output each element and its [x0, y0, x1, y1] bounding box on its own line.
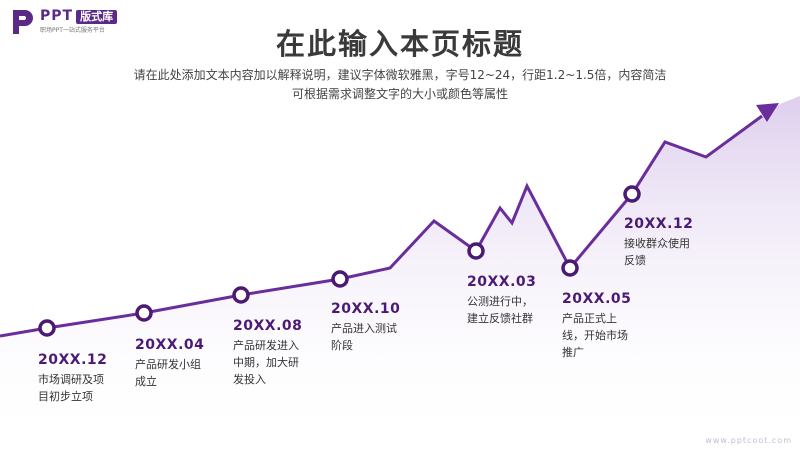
milestone-date: 20XX.12	[38, 352, 108, 368]
milestone-date: 20XX.10	[331, 301, 401, 317]
milestone-7: 20XX.12 接收群众使用反馈	[624, 216, 696, 269]
milestone-4: 20XX.10 产品进入测试阶段	[331, 301, 403, 354]
milestone-desc: 产品研发进入中期，加大研发投入	[233, 339, 299, 386]
arrowhead-icon	[756, 103, 779, 122]
milestone-6: 20XX.05 产品正式上线，开始市场推广	[562, 291, 634, 361]
subtitle-line-1: 请在此处添加文本内容加以解释说明，建议字体微软雅黑，字号12~24，行距1.2~…	[133, 68, 667, 82]
milestone-desc: 产品研发小组成立	[135, 358, 201, 388]
page-title: 在此输入本页标题	[275, 27, 524, 61]
milestone-node-2	[135, 304, 153, 322]
milestone-3: 20XX.08 产品研发进入中期，加大研发投入	[233, 318, 305, 388]
footer-url: www.pptcoot.com	[705, 436, 792, 445]
milestone-date: 20XX.04	[135, 337, 205, 353]
milestone-node-6	[561, 259, 579, 277]
milestone-1: 20XX.12 市场调研及项目初步立项	[38, 352, 108, 405]
logo-badge: 版式库	[76, 10, 118, 24]
milestone-date: 20XX.12	[624, 216, 694, 232]
trend-line	[0, 114, 763, 338]
milestone-node-5	[467, 242, 485, 260]
milestone-desc: 市场调研及项目初步立项	[38, 373, 104, 403]
milestone-node-3	[232, 286, 250, 304]
milestone-node-4	[331, 270, 349, 288]
milestone-desc: 公测进行中，建立反馈社群	[467, 295, 533, 325]
logo: PPT 版式库 职场PPT一站式服务平台	[10, 6, 160, 42]
milestone-date: 20XX.05	[562, 291, 632, 307]
logo-tagline: 职场PPT一站式服务平台	[40, 27, 105, 34]
subtitle-line-2: 可根据需求调整文字的大小或颜色等属性	[291, 87, 508, 101]
milestone-5: 20XX.03 公测进行中，建立反馈社群	[467, 274, 539, 327]
milestone-node-1	[38, 319, 56, 337]
milestone-date: 20XX.03	[467, 274, 537, 290]
logo-p-icon	[13, 10, 33, 34]
milestone-nodes	[38, 185, 641, 337]
milestone-desc: 产品正式上线，开始市场推广	[562, 312, 628, 359]
page-subtitle: 请在此处添加文本内容加以解释说明，建议字体微软雅黑，字号12~24，行距1.2~…	[100, 66, 700, 104]
milestone-desc: 接收群众使用反馈	[624, 237, 690, 267]
milestone-2: 20XX.04 产品研发小组成立	[135, 337, 205, 390]
milestone-desc: 产品进入测试阶段	[331, 322, 397, 352]
milestone-date: 20XX.08	[233, 318, 303, 334]
trend-area	[0, 96, 800, 450]
logo-brand: PPT 版式库	[40, 9, 118, 24]
milestone-node-7	[623, 185, 641, 203]
